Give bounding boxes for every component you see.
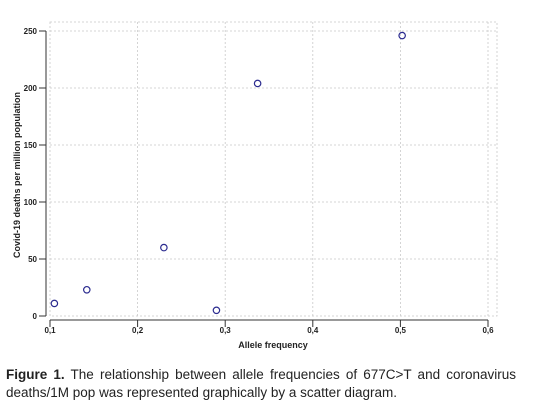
y-tick-label: 150 xyxy=(24,141,38,150)
caption-text: The relationship between allele frequenc… xyxy=(6,367,516,400)
x-tick-label: 0,2 xyxy=(132,326,144,335)
grid-lines xyxy=(49,21,498,317)
data-point xyxy=(82,285,91,294)
scatter-chart: 0,1 0,2 0,3 0,4 0,5 0,6 0 50 100 150 200 250 Allele… xyxy=(12,21,498,350)
y-axis-label: Covid-19 deaths per million population xyxy=(12,92,22,258)
data-point xyxy=(50,299,59,308)
y-tick-label: 250 xyxy=(24,27,38,36)
y-tick-label: 0 xyxy=(33,312,38,321)
data-point xyxy=(253,79,262,88)
tick-labels: 0,1 0,2 0,3 0,4 0,5 0,6 0 50 100 150 200 250 xyxy=(24,27,494,335)
x-tick-label: 0,3 xyxy=(220,326,232,335)
data-points xyxy=(50,31,406,315)
data-point xyxy=(398,31,406,40)
plot-frame xyxy=(49,21,498,317)
x-tick-label: 0,6 xyxy=(482,326,494,335)
x-axis-label: Allele frequency xyxy=(238,340,308,350)
data-point xyxy=(160,243,168,252)
y-tick-label: 100 xyxy=(24,198,38,207)
figure-caption: Figure 1. The relationship between allel… xyxy=(6,366,516,402)
y-tick-label: 200 xyxy=(24,84,38,93)
axes xyxy=(39,30,489,327)
x-tick-label: 0,1 xyxy=(44,326,56,335)
x-tick-label: 0,4 xyxy=(307,326,319,335)
data-point xyxy=(212,306,221,315)
caption-label: Figure 1. xyxy=(6,367,65,382)
y-tick-label: 50 xyxy=(28,255,37,264)
x-tick-label: 0,5 xyxy=(395,326,407,335)
